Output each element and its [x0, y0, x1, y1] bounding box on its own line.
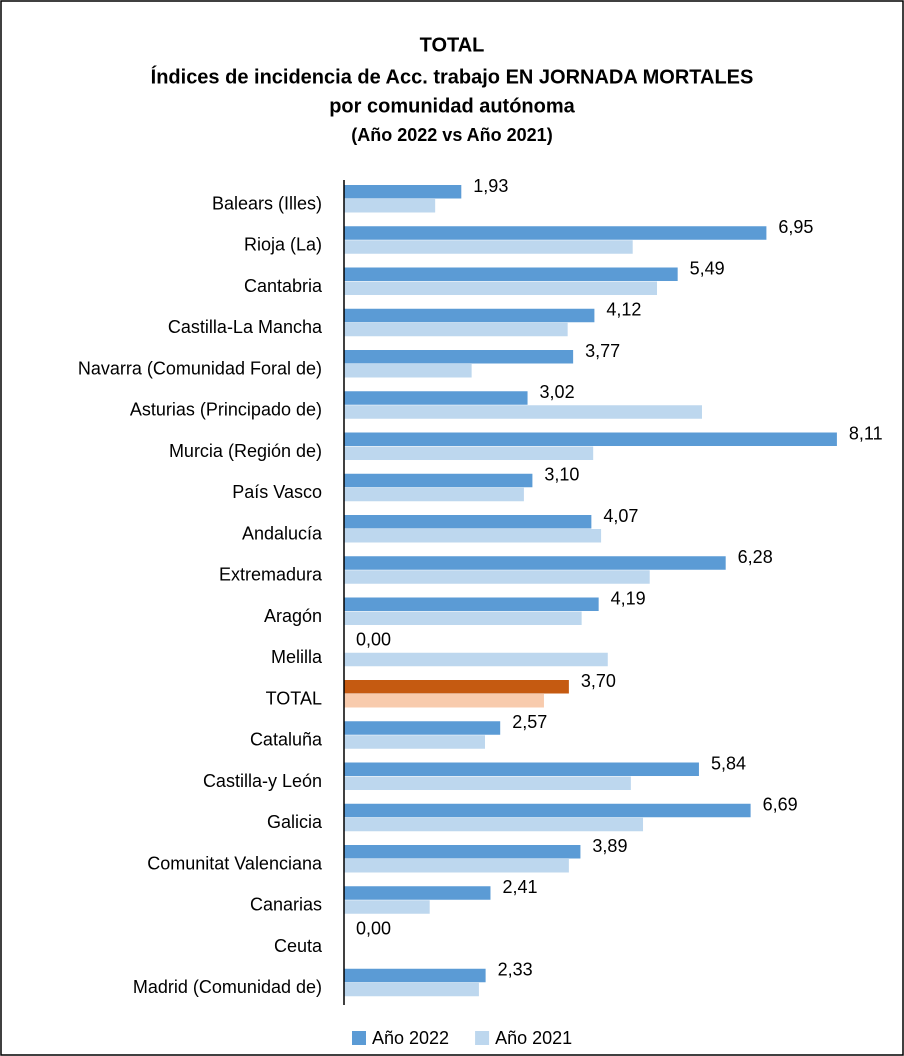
bar — [344, 803, 751, 818]
y-tick-label: Ceuta — [274, 936, 323, 956]
bar — [344, 735, 486, 749]
y-tick-label: Andalucía — [242, 523, 323, 543]
data-label: 0,00 — [356, 630, 391, 650]
bar — [344, 226, 767, 240]
data-label: 8,11 — [849, 423, 883, 443]
data-label: 2,33 — [498, 960, 533, 980]
bar — [344, 199, 436, 213]
bar — [344, 776, 631, 790]
y-tick-label: Aragón — [264, 606, 322, 626]
data-label: 3,02 — [540, 382, 575, 402]
bar — [344, 529, 602, 543]
y-tick-label: Cataluña — [250, 730, 323, 750]
data-label: 6,69 — [763, 795, 798, 815]
data-label: 5,49 — [690, 258, 725, 278]
bar — [344, 240, 633, 254]
data-label: 3,70 — [581, 671, 616, 691]
y-tick-label: Madrid (Comunidad de) — [133, 977, 322, 997]
data-label: 4,19 — [611, 588, 646, 608]
y-tick-label: Comunitat Valenciana — [147, 853, 323, 873]
legend-swatch — [475, 1031, 490, 1045]
y-tick-label: Castilla-La Mancha — [168, 317, 323, 337]
bar — [344, 322, 568, 337]
y-tick-label: Asturias (Principado de) — [130, 400, 322, 420]
bar — [344, 391, 528, 405]
y-tick-label: Rioja (La) — [244, 235, 322, 255]
chart-title: Índices de incidencia de Acc. trabajo EN… — [151, 65, 754, 88]
data-label: 6,28 — [738, 547, 773, 567]
bar — [344, 432, 837, 446]
data-label: 1,93 — [473, 176, 508, 196]
bar — [344, 556, 726, 570]
bar — [344, 487, 524, 502]
bar — [344, 721, 501, 735]
chart-title: por comunidad autónoma — [329, 95, 575, 117]
bar — [344, 405, 702, 419]
bar — [344, 694, 544, 708]
bar — [344, 652, 608, 667]
bar — [344, 308, 595, 323]
bar — [344, 185, 462, 199]
bar — [344, 350, 574, 364]
chart-title: TOTAL — [420, 34, 485, 56]
bar — [344, 267, 678, 281]
bar — [344, 900, 430, 914]
bar — [344, 680, 569, 694]
y-tick-label: Castilla-y León — [203, 771, 322, 791]
bar — [344, 968, 486, 983]
y-tick-label: Canarias — [250, 895, 322, 915]
bar — [344, 762, 699, 776]
y-tick-label: Navarra (Comunidad Foral de) — [78, 358, 322, 378]
y-tick-label: Cantabria — [244, 276, 323, 296]
bar — [344, 817, 644, 832]
legend-swatch — [352, 1031, 366, 1045]
data-label: 5,84 — [711, 753, 746, 773]
data-label: 3,77 — [585, 341, 620, 361]
data-label: 2,41 — [502, 877, 537, 897]
bar — [344, 473, 533, 488]
bar — [344, 845, 581, 859]
chart-title: (Año 2022 vs Año 2021) — [351, 125, 552, 145]
bar — [344, 859, 569, 873]
data-label: 4,07 — [603, 506, 638, 526]
bar — [344, 364, 472, 378]
legend-label: Año 2022 — [372, 1028, 449, 1048]
bar — [344, 515, 592, 529]
bar — [344, 982, 479, 997]
bar — [344, 611, 582, 625]
bar — [344, 597, 599, 611]
bar — [344, 281, 658, 295]
y-tick-label: Melilla — [271, 647, 323, 667]
y-tick-label: TOTAL — [266, 688, 322, 708]
data-label: 3,89 — [592, 836, 627, 856]
data-label: 6,95 — [778, 217, 813, 237]
data-label: 4,12 — [606, 300, 641, 320]
data-label: 2,57 — [512, 712, 547, 732]
data-label: 0,00 — [356, 918, 391, 938]
bar — [344, 570, 650, 584]
y-tick-label: Balears (Illes) — [212, 193, 322, 213]
y-tick-label: Extremadura — [219, 565, 323, 585]
bar — [344, 446, 594, 460]
data-label: 3,10 — [544, 465, 579, 485]
y-tick-label: País Vasco — [232, 482, 322, 502]
y-tick-label: Galicia — [267, 812, 323, 832]
legend-label: Año 2021 — [495, 1028, 572, 1048]
y-tick-label: Murcia (Región de) — [169, 441, 322, 461]
bar — [344, 886, 491, 900]
